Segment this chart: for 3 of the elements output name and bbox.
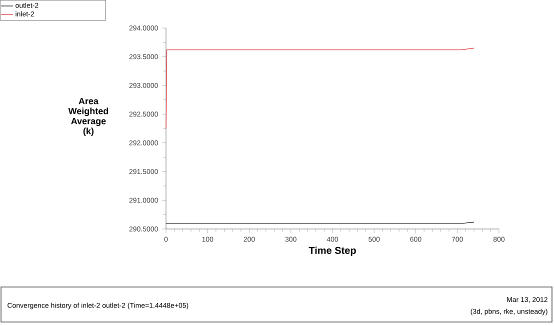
y-axis-title: Area Weighted Average (k) [68, 98, 108, 136]
line-series [166, 48, 474, 129]
x-axis-title: Time Step [308, 246, 356, 256]
